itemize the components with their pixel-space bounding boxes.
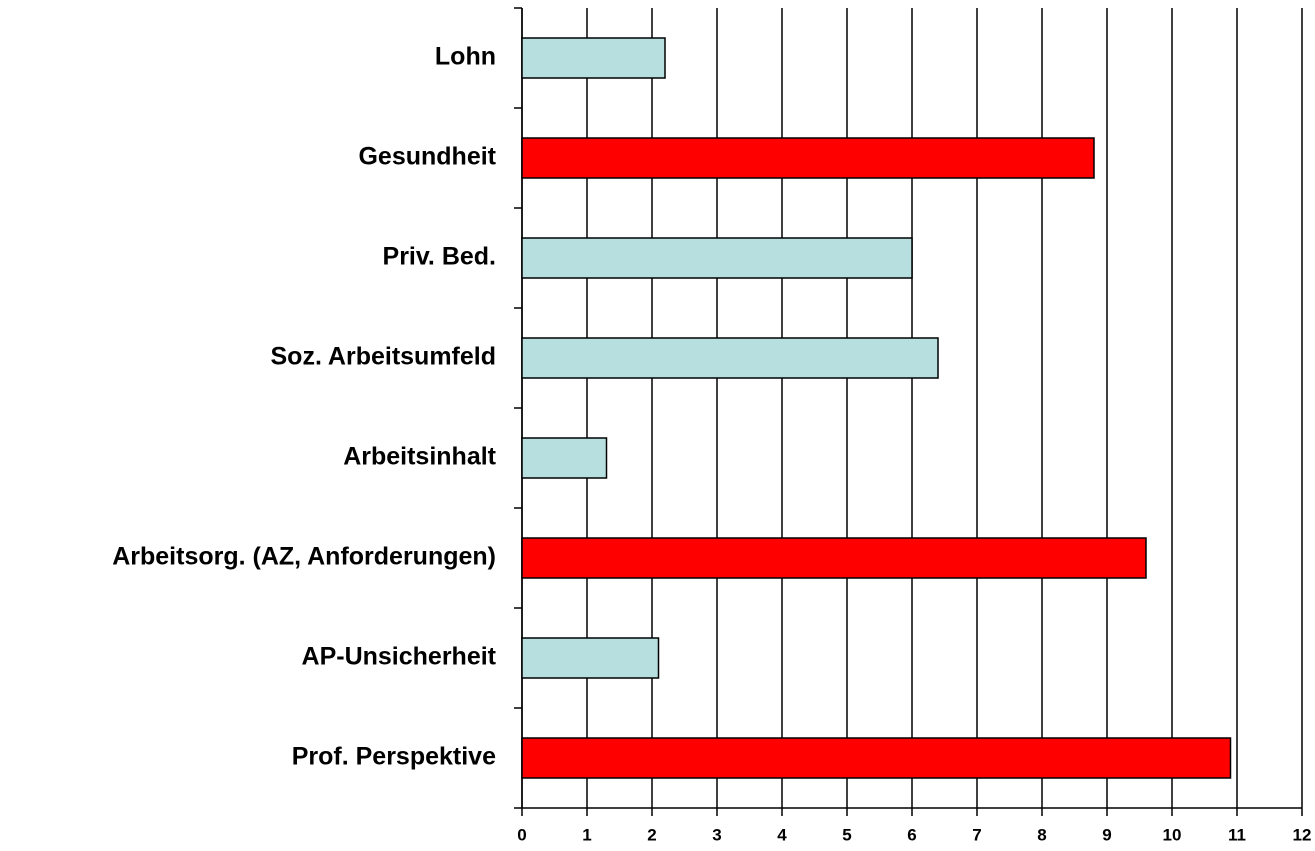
x-tick-label: 5	[842, 825, 851, 844]
bar	[521, 37, 666, 79]
x-tick-label: 0	[517, 825, 526, 844]
x-tick-label: 7	[972, 825, 981, 844]
x-tick-label: 4	[777, 825, 787, 844]
x-tick-label: 1	[582, 825, 591, 844]
x-tick-label: 6	[907, 825, 916, 844]
x-tick-label: 12	[1293, 825, 1312, 844]
y-tick-label: Prof. Perspektive	[292, 743, 496, 771]
y-tick-label: Gesundheit	[358, 143, 496, 171]
y-tick-label: AP-Unsicherheit	[302, 643, 497, 671]
y-tick-label: Lohn	[435, 43, 496, 71]
bar	[521, 237, 913, 279]
x-tick-label: 8	[1037, 825, 1046, 844]
y-tick-label: Soz. Arbeitsumfeld	[271, 343, 497, 371]
bar	[521, 637, 660, 679]
x-tick-label: 2	[647, 825, 656, 844]
x-tick-label: 9	[1102, 825, 1111, 844]
x-tick-label: 3	[712, 825, 721, 844]
x-tick-label: 10	[1163, 825, 1182, 844]
bar	[521, 737, 1232, 779]
x-tick-label: 11	[1228, 825, 1246, 844]
bar	[521, 537, 1147, 579]
bar	[521, 137, 1095, 179]
y-tick-label: Arbeitsinhalt	[343, 443, 496, 471]
bar	[521, 337, 939, 379]
y-tick-label: Arbeitsorg. (AZ, Anforderungen)	[112, 543, 496, 571]
bar	[521, 437, 608, 479]
y-tick-label: Priv. Bed.	[383, 243, 496, 271]
